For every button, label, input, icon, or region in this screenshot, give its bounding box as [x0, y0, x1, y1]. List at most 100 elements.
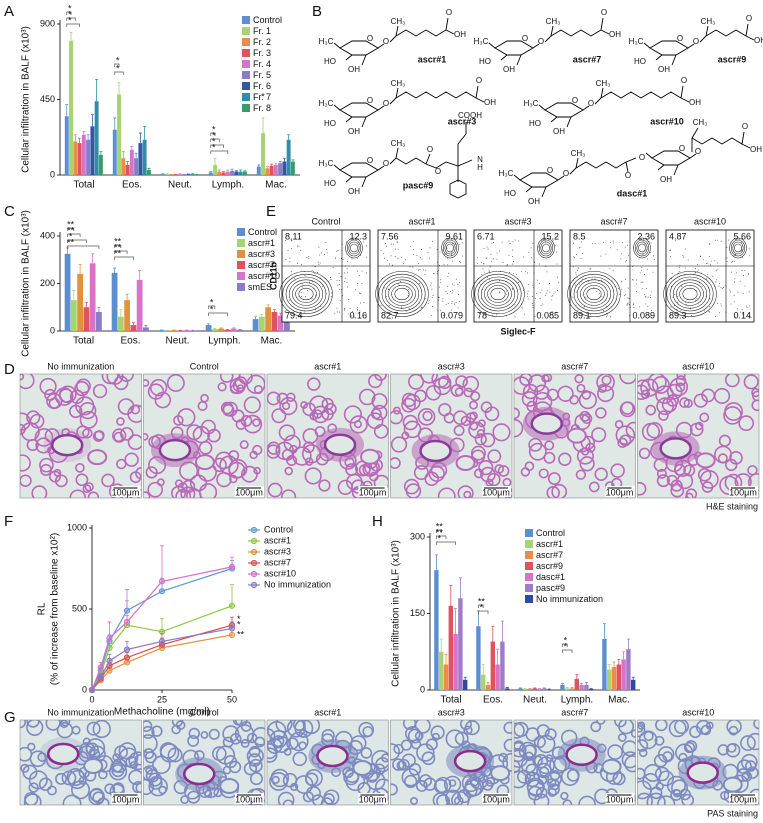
alveolus: [69, 404, 83, 419]
x-tick-label: Neut.: [523, 695, 547, 706]
error-bar: [518, 687, 522, 689]
y-tick-label: 300: [410, 531, 425, 541]
event-dot: [632, 279, 634, 281]
error-bar: [82, 130, 86, 135]
event-dot: [304, 275, 306, 277]
alveolus: [415, 779, 428, 792]
event-dot: [577, 270, 579, 272]
atom-label: O: [427, 145, 433, 154]
event-dot: [645, 303, 647, 305]
alveolus: [547, 472, 561, 485]
scale-label: 100μm: [482, 487, 510, 497]
event-dot: [715, 315, 717, 317]
event-dot: [700, 255, 702, 257]
error-bar: [243, 170, 247, 172]
alveolus: [637, 780, 652, 800]
alveolus: [304, 772, 319, 786]
contour: [538, 239, 554, 257]
legend-label: Control: [253, 15, 282, 25]
alveolus: [281, 489, 297, 498]
contour: [480, 279, 516, 309]
event-dot: [287, 250, 289, 252]
event-dot: [300, 249, 302, 251]
event-dot: [338, 273, 340, 274]
alveolus: [34, 428, 54, 447]
alveolus: [740, 753, 758, 771]
event-dot: [636, 291, 637, 293]
error-bar: [222, 171, 226, 173]
alveolus: [104, 783, 116, 795]
bar: [273, 164, 278, 175]
alveolus: [111, 764, 125, 778]
event-dot: [721, 288, 723, 290]
alveolus: [443, 775, 462, 793]
legend-label: ascr#7: [536, 550, 563, 560]
event-dot: [642, 281, 644, 283]
event-dot: [458, 282, 460, 284]
event-dot: [498, 250, 500, 252]
event-dot: [625, 294, 626, 296]
atom-label: HO: [634, 57, 646, 66]
plot-title: ascr#1: [408, 216, 435, 226]
event-dot: [668, 314, 670, 316]
atom-label: HO: [479, 57, 491, 66]
alveolus: [186, 424, 203, 441]
error-bar: [125, 293, 129, 301]
event-dot: [649, 294, 651, 296]
y-tick-label: 1000: [67, 522, 87, 532]
event-dot: [385, 296, 387, 298]
alveolus: [436, 794, 451, 805]
event-dot: [697, 264, 699, 266]
alveolus: [464, 779, 483, 797]
contour: [732, 241, 744, 255]
event-dot: [641, 281, 643, 283]
event-dot: [291, 240, 293, 242]
image-title: No immunization: [47, 707, 114, 717]
event-dot: [639, 272, 641, 274]
significance-label: *: [212, 124, 216, 134]
atom-label: O: [367, 156, 373, 165]
y-tick-label: 400: [40, 230, 55, 240]
alveolus: [741, 771, 753, 782]
bar: [218, 328, 224, 331]
alveolus: [407, 728, 423, 744]
alveolus: [129, 471, 142, 484]
event-dot: [689, 308, 691, 310]
atom-label: HO: [504, 189, 516, 198]
event-dot: [709, 256, 711, 258]
event-dot: [515, 274, 517, 275]
bond: [445, 17, 455, 35]
event-dot: [385, 243, 386, 244]
error-bar: [270, 163, 274, 166]
alveolus: [689, 725, 702, 739]
histology-image: [390, 720, 512, 805]
event-dot: [744, 270, 746, 272]
event-dot: [390, 255, 392, 257]
event-dot: [697, 269, 699, 271]
alveolus: [699, 412, 710, 423]
scale-label: 100μm: [235, 487, 263, 497]
alveolus: [31, 485, 48, 498]
alveolus: [701, 388, 716, 403]
event-dot: [306, 256, 308, 258]
atom-label: O: [572, 96, 578, 105]
bar: [476, 626, 481, 690]
plot-title: Control: [311, 216, 340, 226]
event-dot: [451, 292, 453, 294]
event-dot: [483, 271, 485, 273]
contour: [381, 276, 423, 312]
image-frame: [637, 373, 760, 499]
event-dot: [578, 267, 579, 269]
significance-label: *: [69, 231, 73, 241]
event-dot: [552, 240, 554, 242]
event-dot: [739, 280, 741, 282]
alveolus: [173, 415, 184, 426]
alveolus: [404, 774, 418, 789]
event-dot: [633, 306, 635, 308]
point: [123, 618, 131, 626]
error-bar: [626, 638, 630, 650]
event-dot: [421, 249, 422, 250]
x-tick-label: Lymph.: [212, 180, 244, 191]
alveolus: [353, 420, 363, 429]
alveolus: [425, 384, 442, 401]
